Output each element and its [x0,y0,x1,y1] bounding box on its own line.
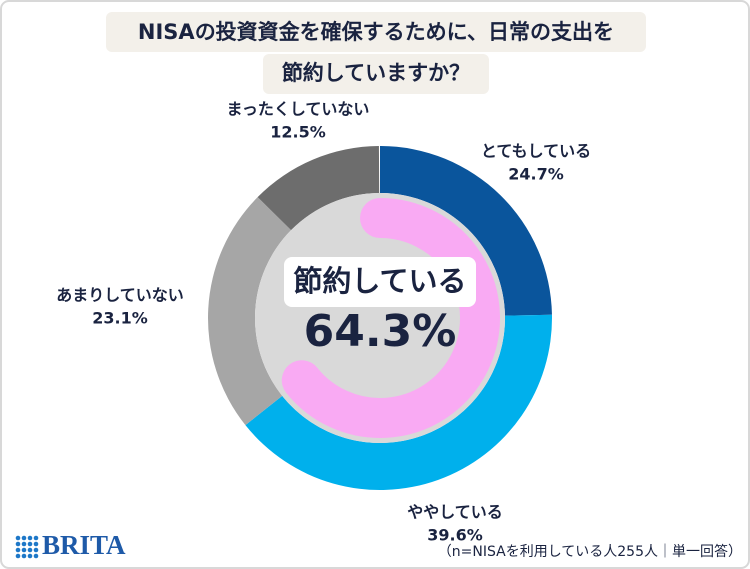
segment-value: 39.6% [427,526,483,545]
center-label-box [284,257,476,307]
segment-value: 23.1% [92,309,148,328]
donut-segment [245,314,553,490]
chart-title: NISAの投資資金を確保するために、日常の支出を [138,20,614,44]
segment-label: あまりしていない [56,286,184,305]
segment-value: 12.5% [270,123,326,142]
chart-title: 節約していますか？ [282,61,470,85]
center-arc [281,198,500,438]
logo-icon [15,535,39,559]
donut-segment [208,197,292,426]
segment-label: とてもしている [481,142,591,161]
segment-label: ややしている [407,503,503,522]
center-label: 節約している [293,264,466,298]
donut-segment [380,146,552,316]
footnote: （n=NISAを利用している人255人｜単一回答） [438,543,742,560]
segment-label: まったくしていない [227,100,370,119]
center-value: 64.3% [304,306,457,357]
segment-value: 24.7% [508,165,564,184]
logo: BRITA [42,530,126,560]
title-box [106,12,646,52]
title-box [263,54,489,94]
donut-segment [257,146,380,231]
